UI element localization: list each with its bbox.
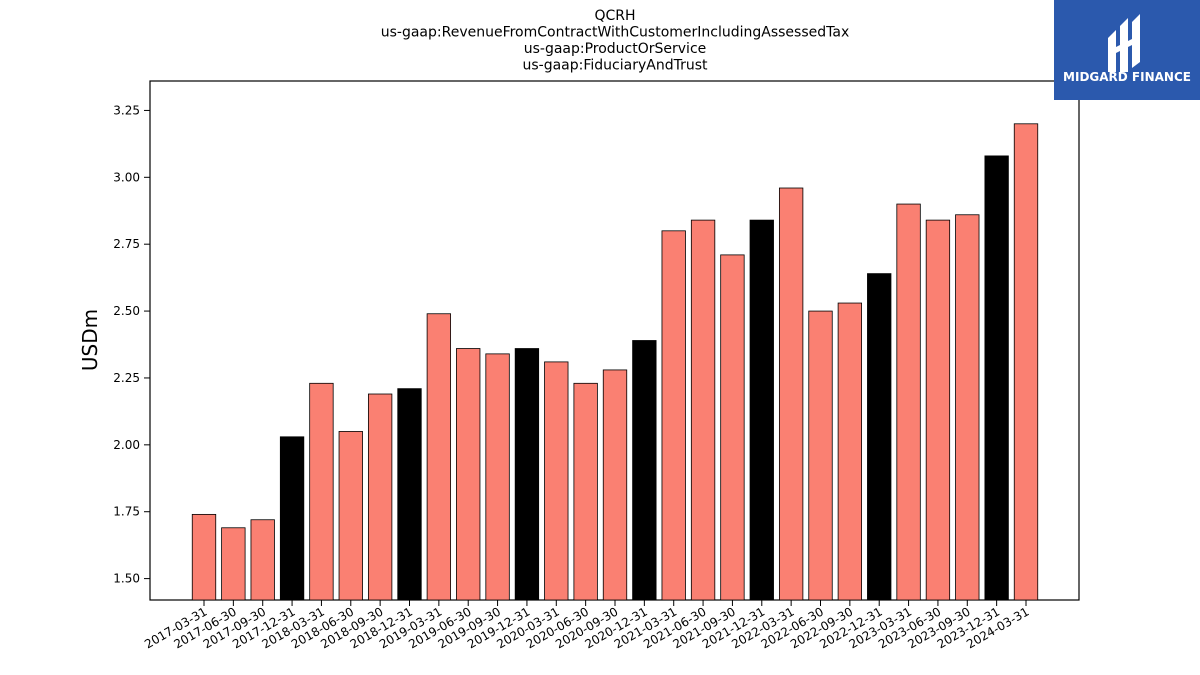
y-tick-label: 2.25 — [113, 371, 140, 385]
bar-2019-12-31 — [514, 348, 540, 601]
chart-title-line: us-gaap:FiduciaryAndTrust — [522, 58, 708, 74]
bar-2022-12-31 — [867, 273, 892, 601]
y-tick-label: 2.50 — [113, 304, 140, 318]
bar-2023-06-30 — [925, 219, 951, 601]
y-tick-label: 1.75 — [113, 505, 140, 519]
chart-title: QCRHus-gaap:RevenueFromContractWithCusto… — [381, 8, 850, 74]
bar-2017-06-30 — [221, 527, 246, 601]
x-axis: 2017-03-312017-06-302017-09-302017-12-31… — [142, 600, 1032, 651]
bar-2020-06-30 — [573, 382, 598, 601]
chart-title-line: QCRH — [594, 8, 635, 24]
y-tick-label: 2.75 — [113, 237, 140, 251]
bar-2023-12-31 — [984, 155, 1009, 601]
bar-2022-09-30 — [837, 302, 863, 601]
bar-2021-06-30 — [690, 219, 716, 601]
bar-2018-06-30 — [338, 431, 363, 601]
chart-title-line: us-gaap:ProductOrService — [524, 41, 707, 57]
chart-title-line: us-gaap:RevenueFromContractWithCustomerI… — [381, 25, 850, 41]
bar-2023-03-31 — [896, 203, 921, 601]
logo-text: MIDGARD FINANCE — [1063, 70, 1191, 84]
bar-2019-09-30 — [485, 353, 510, 601]
bar-2017-09-30 — [250, 519, 275, 601]
y-tick-label: 1.50 — [113, 572, 140, 586]
bar-2022-03-31 — [778, 187, 804, 601]
bar-2020-12-31 — [632, 340, 657, 601]
midgard-logo-icon — [1108, 14, 1140, 72]
y-tick-label: 3.00 — [113, 170, 140, 184]
bar-2019-06-30 — [456, 348, 481, 601]
logo: MIDGARD FINANCE — [1054, 0, 1200, 100]
bar-2019-03-31 — [426, 313, 452, 601]
bar-2018-12-31 — [397, 388, 422, 601]
bar-2020-03-31 — [544, 361, 569, 601]
bar-2020-09-30 — [602, 369, 628, 601]
bar-2022-06-30 — [808, 310, 833, 601]
y-axis: 1.50 1.75 2.00 2.25 2.50 2.75 3.00 3.25 — [113, 103, 150, 586]
bars — [191, 123, 1039, 601]
bar-2024-03-31 — [1013, 123, 1039, 601]
bar-2021-12-31 — [749, 219, 774, 601]
y-tick-label: 2.00 — [113, 438, 140, 452]
y-axis-label: USDm — [78, 309, 102, 371]
bar-2021-09-30 — [720, 254, 745, 601]
bar-2017-12-31 — [279, 436, 305, 601]
bar-2017-03-31 — [191, 513, 217, 601]
bar-2018-03-31 — [309, 382, 334, 601]
bar-2018-09-30 — [367, 393, 393, 601]
bar-2021-03-31 — [661, 230, 686, 601]
y-tick-label: 3.25 — [113, 103, 140, 117]
bar-2023-09-30 — [955, 214, 980, 601]
